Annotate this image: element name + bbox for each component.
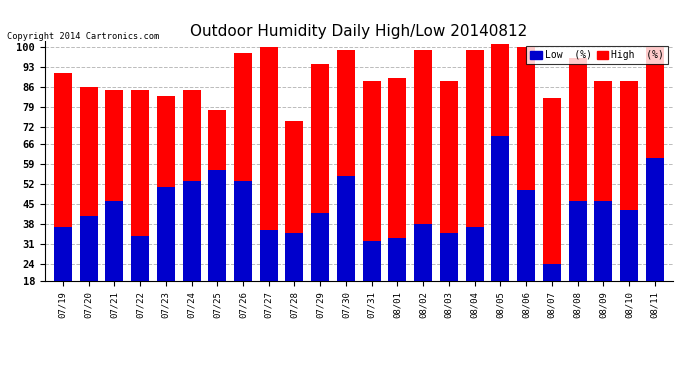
Bar: [106, 201, 124, 281]
Bar: [620, 210, 638, 281]
Bar: [131, 90, 149, 281]
Bar: [286, 121, 304, 281]
Bar: [157, 187, 175, 281]
Title: Outdoor Humidity Daily High/Low 20140812: Outdoor Humidity Daily High/Low 20140812: [190, 24, 527, 39]
Bar: [569, 201, 586, 281]
Bar: [466, 227, 484, 281]
Legend: Low  (%), High  (%): Low (%), High (%): [526, 46, 668, 64]
Bar: [157, 96, 175, 281]
Bar: [311, 64, 329, 281]
Bar: [54, 73, 72, 281]
Bar: [337, 176, 355, 281]
Bar: [208, 110, 226, 281]
Bar: [234, 181, 252, 281]
Bar: [208, 170, 226, 281]
Bar: [131, 236, 149, 281]
Bar: [646, 47, 664, 281]
Bar: [543, 264, 561, 281]
Bar: [54, 227, 72, 281]
Bar: [79, 87, 97, 281]
Text: Copyright 2014 Cartronics.com: Copyright 2014 Cartronics.com: [7, 32, 159, 41]
Bar: [517, 190, 535, 281]
Bar: [414, 50, 432, 281]
Bar: [388, 78, 406, 281]
Bar: [388, 238, 406, 281]
Bar: [259, 47, 278, 281]
Bar: [311, 213, 329, 281]
Bar: [569, 58, 586, 281]
Bar: [363, 241, 381, 281]
Bar: [183, 181, 201, 281]
Bar: [79, 216, 97, 281]
Bar: [286, 232, 304, 281]
Bar: [620, 81, 638, 281]
Bar: [517, 47, 535, 281]
Bar: [466, 50, 484, 281]
Bar: [594, 201, 612, 281]
Bar: [106, 90, 124, 281]
Bar: [594, 81, 612, 281]
Bar: [440, 232, 458, 281]
Bar: [414, 224, 432, 281]
Bar: [646, 158, 664, 281]
Bar: [234, 53, 252, 281]
Bar: [183, 90, 201, 281]
Bar: [259, 230, 278, 281]
Bar: [491, 135, 509, 281]
Bar: [543, 98, 561, 281]
Bar: [491, 44, 509, 281]
Bar: [363, 81, 381, 281]
Bar: [337, 50, 355, 281]
Bar: [440, 81, 458, 281]
